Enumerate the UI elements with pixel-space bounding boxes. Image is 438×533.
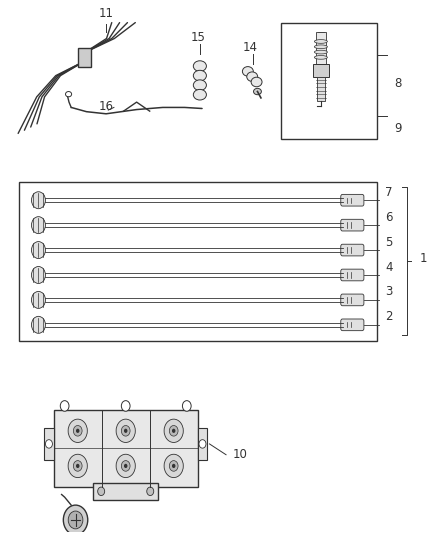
Text: 14: 14 [242,42,257,54]
Circle shape [32,216,46,233]
Circle shape [121,461,130,471]
Text: 11: 11 [99,7,113,20]
Circle shape [124,464,127,468]
Circle shape [169,461,178,471]
Circle shape [121,401,130,411]
Bar [44,428,53,460]
Text: 10: 10 [232,448,247,461]
Text: 16: 16 [99,100,113,113]
Circle shape [32,266,46,284]
Text: 3: 3 [385,286,392,298]
Circle shape [121,425,130,436]
Bar [53,410,197,487]
Circle shape [76,429,79,433]
Circle shape [76,464,79,468]
Circle shape [73,461,82,471]
Circle shape [116,454,135,478]
Text: 1: 1 [419,252,427,265]
Circle shape [32,241,46,259]
Ellipse shape [314,45,327,49]
FancyBboxPatch shape [340,219,363,231]
Circle shape [172,429,175,433]
Text: 7: 7 [385,186,392,199]
Ellipse shape [242,67,253,76]
Text: 15: 15 [190,31,205,44]
Ellipse shape [193,90,206,100]
Circle shape [146,487,153,496]
Ellipse shape [314,50,327,54]
Circle shape [169,425,178,436]
Circle shape [68,511,83,529]
Circle shape [164,419,183,442]
Ellipse shape [193,61,206,71]
Circle shape [124,429,127,433]
Ellipse shape [251,77,261,87]
FancyBboxPatch shape [340,294,363,306]
Bar [197,428,207,460]
Bar [78,48,91,67]
Bar [93,483,158,500]
Text: 8: 8 [393,77,400,90]
Ellipse shape [193,80,206,91]
FancyBboxPatch shape [340,319,363,330]
Ellipse shape [253,88,261,95]
Bar [280,22,376,139]
Circle shape [198,440,205,448]
Circle shape [63,505,88,533]
FancyBboxPatch shape [340,244,363,256]
Bar [19,182,376,341]
Text: 2: 2 [385,310,392,324]
Circle shape [73,425,82,436]
Ellipse shape [246,72,257,82]
Circle shape [60,401,69,411]
Circle shape [182,401,191,411]
Circle shape [98,487,104,496]
Bar [316,77,324,101]
Circle shape [68,454,87,478]
Circle shape [172,464,175,468]
Text: 9: 9 [393,122,401,135]
Bar [315,32,325,64]
Text: 4: 4 [385,261,392,273]
Circle shape [68,419,87,442]
Circle shape [32,317,46,333]
Text: 6: 6 [385,211,392,224]
Bar [313,64,328,77]
Bar [317,32,323,37]
FancyBboxPatch shape [340,195,363,206]
Circle shape [32,192,46,209]
Text: 5: 5 [385,236,392,248]
Circle shape [164,454,183,478]
Ellipse shape [193,70,206,81]
FancyBboxPatch shape [340,269,363,281]
Circle shape [32,292,46,309]
Circle shape [46,440,52,448]
Ellipse shape [314,55,327,59]
Circle shape [116,419,135,442]
Ellipse shape [314,39,327,43]
